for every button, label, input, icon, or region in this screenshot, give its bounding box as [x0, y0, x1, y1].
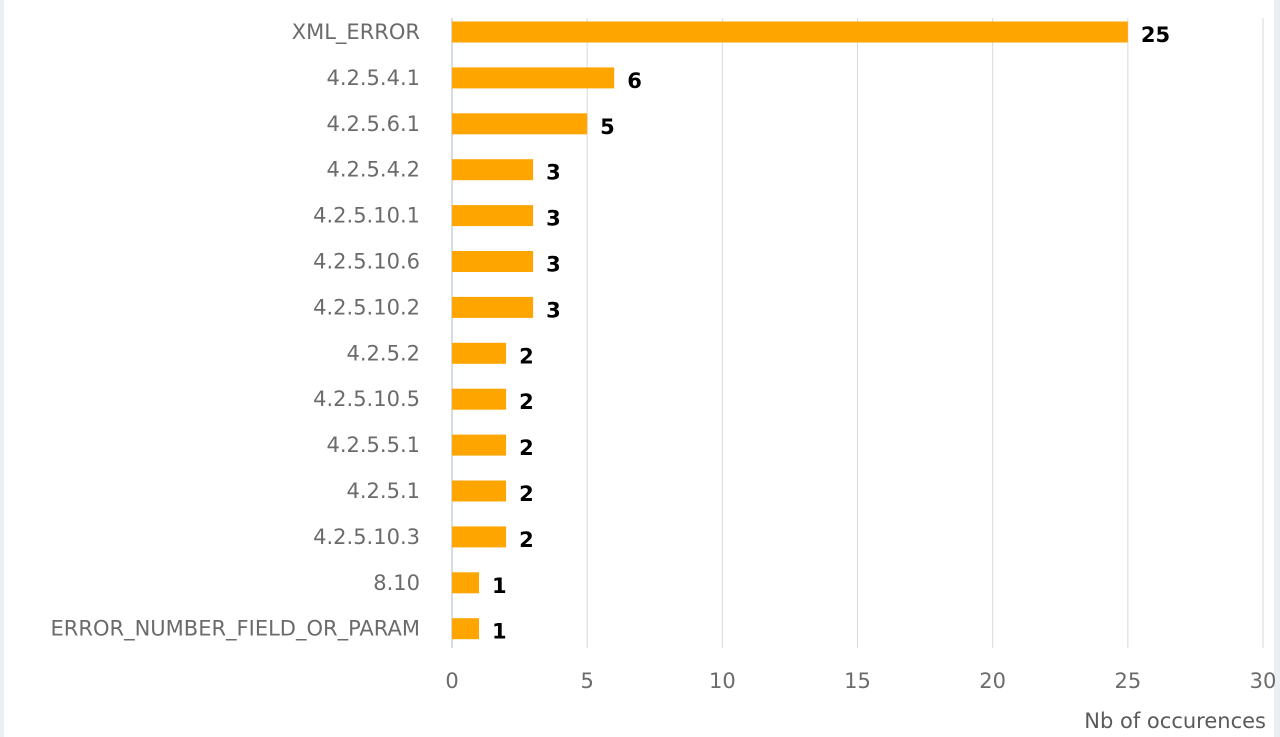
x-tick-label: 5 — [580, 669, 593, 693]
bar — [452, 480, 507, 502]
category-label: 4.2.5.10.2 — [313, 295, 420, 319]
bar — [452, 526, 507, 548]
category-label: 4.2.5.6.1 — [326, 112, 420, 136]
bar — [452, 388, 507, 410]
category-label: 8.10 — [373, 571, 420, 595]
data-label: 5 — [600, 115, 615, 139]
data-label: 2 — [519, 528, 534, 552]
category-label: 4.2.5.4.1 — [326, 66, 420, 90]
gridlines — [451, 18, 1264, 648]
x-tick-label: 0 — [445, 669, 458, 693]
bars — [452, 21, 1128, 640]
bar — [452, 113, 588, 135]
category-label: XML_ERROR — [292, 20, 420, 45]
data-label: 2 — [519, 482, 534, 506]
x-tick-label: 20 — [979, 669, 1006, 693]
bar — [452, 67, 615, 89]
bar-chart: XML_ERROR 4.2.5.4.1 4.2.5.6.1 4.2.5.4.2 4.2.… — [51, 18, 1276, 733]
x-tick-label: 30 — [1250, 669, 1277, 693]
category-labels: XML_ERROR 4.2.5.4.1 4.2.5.6.1 4.2.5.4.2 4.2.… — [51, 20, 420, 642]
data-label: 1 — [492, 574, 507, 598]
bar — [452, 434, 507, 456]
bar — [452, 205, 534, 227]
category-label: 4.2.5.10.6 — [313, 250, 420, 274]
bar — [452, 342, 507, 364]
data-label: 3 — [546, 161, 561, 185]
bar — [452, 296, 534, 318]
data-label: 3 — [546, 253, 561, 277]
bar — [452, 21, 1128, 43]
category-label: 4.2.5.2 — [347, 341, 420, 365]
bar — [452, 572, 480, 594]
data-label: 25 — [1141, 23, 1170, 47]
data-label: 2 — [519, 390, 534, 414]
bar — [452, 618, 480, 640]
data-label: 6 — [627, 69, 642, 93]
category-label: 4.2.5.5.1 — [326, 433, 420, 457]
category-label: 4.2.5.10.3 — [313, 525, 420, 549]
category-label: 4.2.5.10.1 — [313, 204, 420, 228]
category-label: 4.2.5.10.5 — [313, 387, 420, 411]
category-label: 4.2.5.1 — [347, 479, 420, 503]
x-axis-title: Nb of occurences — [1084, 709, 1266, 733]
x-tick-labels: 0 5 10 15 20 25 30 — [445, 669, 1276, 693]
bar — [452, 251, 534, 272]
x-tick-label: 15 — [844, 669, 871, 693]
data-label: 1 — [492, 620, 507, 644]
bar — [452, 159, 534, 181]
category-label: 4.2.5.4.2 — [326, 158, 420, 182]
data-label: 2 — [519, 436, 534, 460]
data-label: 3 — [546, 207, 561, 231]
x-tick-label: 25 — [1114, 669, 1141, 693]
data-label: 2 — [519, 344, 534, 368]
category-label: ERROR_NUMBER_FIELD_OR_PARAM — [51, 617, 420, 642]
x-tick-label: 10 — [709, 669, 736, 693]
data-label: 3 — [546, 298, 561, 322]
